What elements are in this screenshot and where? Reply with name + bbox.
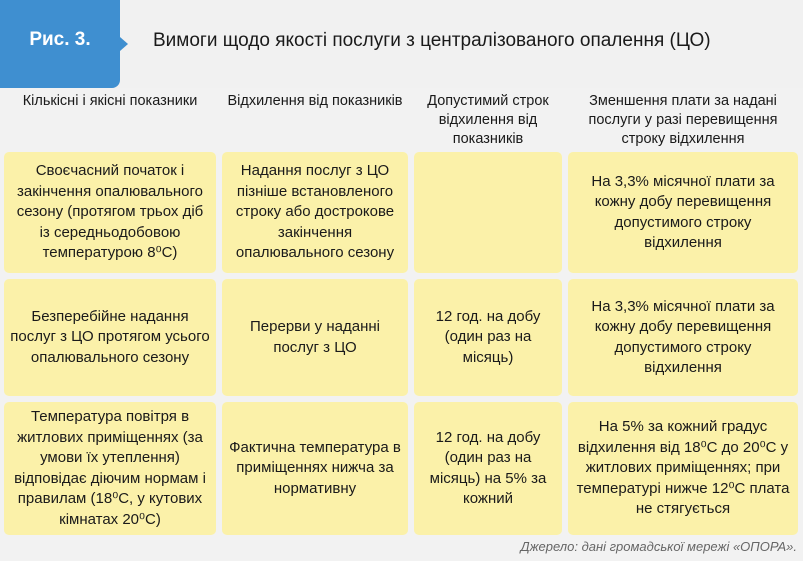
row2-reduction-cell: На 3,3% місячної плати за кожну добу пер…	[568, 279, 798, 396]
row2-deviation-cell: Перерви у наданні послуг з ЦО	[222, 279, 408, 396]
figure-title: Вимоги щодо якості послуги з централізов…	[153, 30, 711, 51]
row3-indicator-cell: Температура повітря в житлових приміщенн…	[4, 402, 216, 535]
row3-reduction-cell: На 5% за кожний градус відхилення від 18…	[568, 402, 798, 535]
row1-indicator-cell: Своєчасний початок і закінчення опалювал…	[4, 152, 216, 273]
column-header-indicators: Кількісні і якісні показники	[22, 93, 198, 109]
figure-header	[0, 0, 803, 88]
row2-allowed-term-cell: 12 год. на добу (один раз на місяць)	[414, 279, 562, 396]
row2-indicator-cell: Безперебійне надання послуг з ЦО протяго…	[4, 279, 216, 396]
row1-allowed-term-cell	[414, 152, 562, 273]
row3-deviation-cell: Фактична температура в приміщеннях нижча…	[222, 402, 408, 535]
row1-reduction-cell: На 3,3% місячної плати за кожну добу пер…	[568, 152, 798, 273]
figure-label: Рис. 3.	[29, 29, 91, 50]
row1-deviation-cell: Надання послуг з ЦО пізніше встановленог…	[222, 152, 408, 273]
source-note: Джерело: дані громадської мережі «ОПОРА»…	[520, 539, 797, 554]
column-header-deviation: Відхилення від показників	[227, 93, 403, 109]
row3-allowed-term-cell: 12 год. на добу (один раз на місяць) на …	[414, 402, 562, 535]
column-header-allowed-term: Допустимий строк відхилення від показник…	[427, 93, 549, 147]
badge-arrow-icon	[120, 37, 128, 51]
figure-badge	[0, 0, 120, 88]
column-header-reduction: Зменшення плати за надані послуги у разі…	[588, 93, 778, 147]
